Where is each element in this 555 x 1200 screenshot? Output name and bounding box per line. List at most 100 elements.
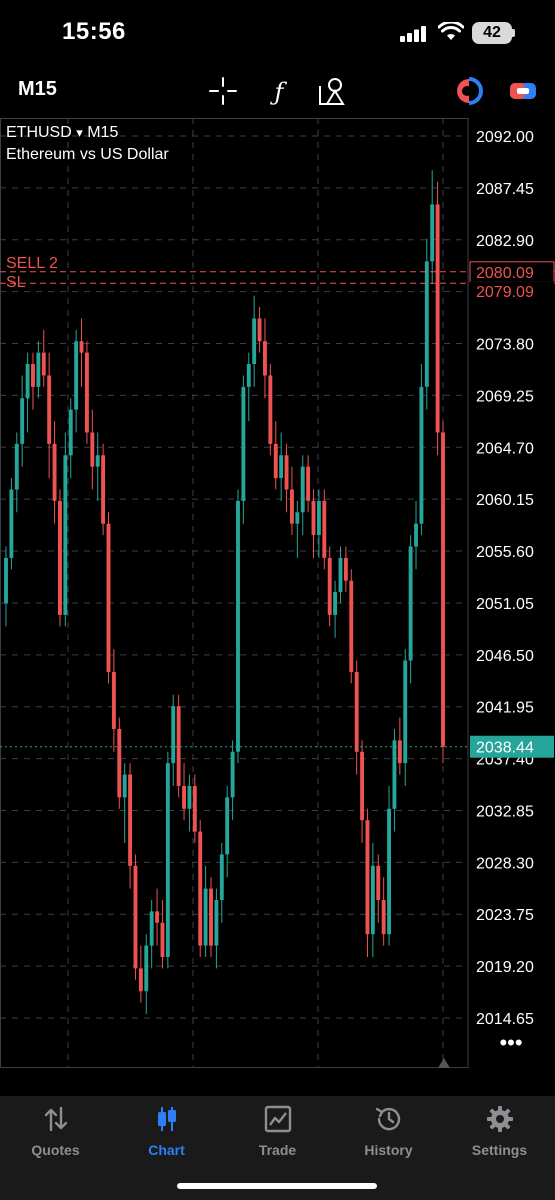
y-tick-label: 2032.85 [476,803,534,820]
candle-body [284,455,289,490]
bottom-tab-bar: Quotes Chart Trade History Settings [0,1096,555,1200]
candle-body [192,785,197,832]
candle-body [106,523,111,672]
function-icon[interactable]: ƒ [262,74,296,108]
candle-body [155,911,160,923]
candle-body [365,820,370,935]
crosshair-icon[interactable] [206,74,240,108]
candle-body [47,375,52,444]
candle-body [182,785,186,809]
candle-body [246,364,251,387]
tab-history[interactable]: History [333,1096,444,1166]
candle-body [241,386,246,501]
tab-settings[interactable]: Settings [444,1096,555,1166]
ellipsis-icon[interactable]: ••• [499,1030,522,1055]
svg-text:ƒ: ƒ [270,78,288,106]
candle-body [327,557,332,615]
y-tick-label: 2060.15 [476,492,534,509]
y-tick-label: 2087.45 [476,181,534,198]
objects-icon[interactable] [316,74,350,108]
battery-indicator: 42 [472,22,512,44]
candle-body [392,740,397,809]
candle-body [295,512,300,524]
candle-body [214,899,219,946]
sell-order-label: SELL 2 [6,255,58,272]
chart-toolbar: M15 ƒ [0,70,555,112]
candle-body [306,466,311,501]
candle-body [74,341,79,410]
candle-body [279,455,284,479]
chart-symbol-header[interactable]: ETHUSD ▾ M15 [6,124,118,142]
symbol-description: Ethereum vs US Dollar [6,146,169,163]
symbol-timeframe: M15 [87,124,119,141]
settings-gear-icon [486,1106,513,1132]
one-click-trading-icon[interactable] [452,74,486,108]
candle-body [14,443,19,490]
candle-body [187,785,192,809]
candle-body [117,728,122,798]
candlestick-chart[interactable]: 2092.002087.452082.902078.352073.802069.… [0,118,555,1068]
status-time: 15:56 [62,18,126,45]
candle-body [408,546,413,661]
symbol-name: ETHUSD [6,124,72,141]
y-tick-label: 2055.60 [476,544,534,561]
candle-body [101,455,106,524]
candle-body [165,763,170,957]
timeframe-selector[interactable]: M15 [18,78,57,100]
candle-body [9,489,14,558]
candle-body [252,318,257,365]
tab-chart[interactable]: Chart [111,1096,222,1166]
candle-body [176,706,181,786]
candle-body [343,557,348,581]
candle-body [424,261,429,387]
candle-body [209,888,213,946]
home-indicator [177,1183,377,1189]
candle-body [41,352,46,376]
y-tick-label: 2019.20 [476,959,534,976]
candle-body [203,888,208,946]
candle-body [63,455,68,615]
candle-body [84,352,89,433]
sl-price-label: 2079.09 [476,284,534,301]
y-tick-label: 2023.75 [476,907,534,924]
candle-body [397,740,402,764]
candle-body [414,523,418,547]
candle-body [263,341,267,376]
candle-body [333,592,338,615]
tab-quotes[interactable]: Quotes [0,1096,111,1166]
candle-body [322,500,327,558]
tab-trade[interactable]: Trade [222,1096,333,1166]
candle-body [419,386,424,524]
cellular-signal-icon [400,26,426,42]
candle-body [300,466,305,513]
price-chart[interactable]: 2092.002087.452082.902078.352073.802069.… [0,118,555,1068]
candle-body [52,443,57,501]
y-tick-label: 2028.30 [476,855,534,872]
trade-toggle-icon[interactable] [506,74,540,108]
candle-body [257,318,262,342]
chart-border [0,118,469,1068]
y-tick-label: 2082.90 [476,233,534,250]
candle-body [311,500,316,536]
tab-label: Trade [258,1142,297,1158]
y-tick-label: 2064.70 [476,440,534,457]
candle-body [273,443,278,479]
current-price-box [470,735,554,758]
status-bar: 15:56 42 [0,0,555,70]
candle-body [149,911,154,946]
stop-loss-label: SL [6,274,26,291]
y-tick-label: 2041.95 [476,700,534,717]
battery-tip [512,29,515,37]
wifi-icon [438,22,464,40]
candle-body [128,774,133,866]
candle-body [4,557,8,604]
candle-body [381,899,386,935]
candle-body [360,751,365,821]
candle-body [435,204,440,433]
candle-body [171,706,176,764]
candle-body [95,455,100,467]
tab-label: Chart [148,1142,185,1158]
candle-body [403,660,408,764]
y-tick-label: 2069.25 [476,388,534,405]
candle-body [289,489,294,524]
